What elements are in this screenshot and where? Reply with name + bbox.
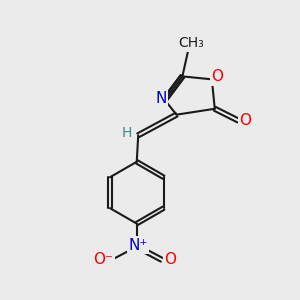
Text: H: H (122, 126, 132, 140)
Text: N: N (155, 91, 167, 106)
Text: O: O (211, 70, 223, 85)
Text: N⁺: N⁺ (128, 238, 148, 253)
Text: CH₃: CH₃ (178, 36, 204, 50)
Text: O⁻: O⁻ (94, 252, 113, 267)
Text: O: O (164, 252, 176, 267)
Text: O: O (239, 113, 251, 128)
